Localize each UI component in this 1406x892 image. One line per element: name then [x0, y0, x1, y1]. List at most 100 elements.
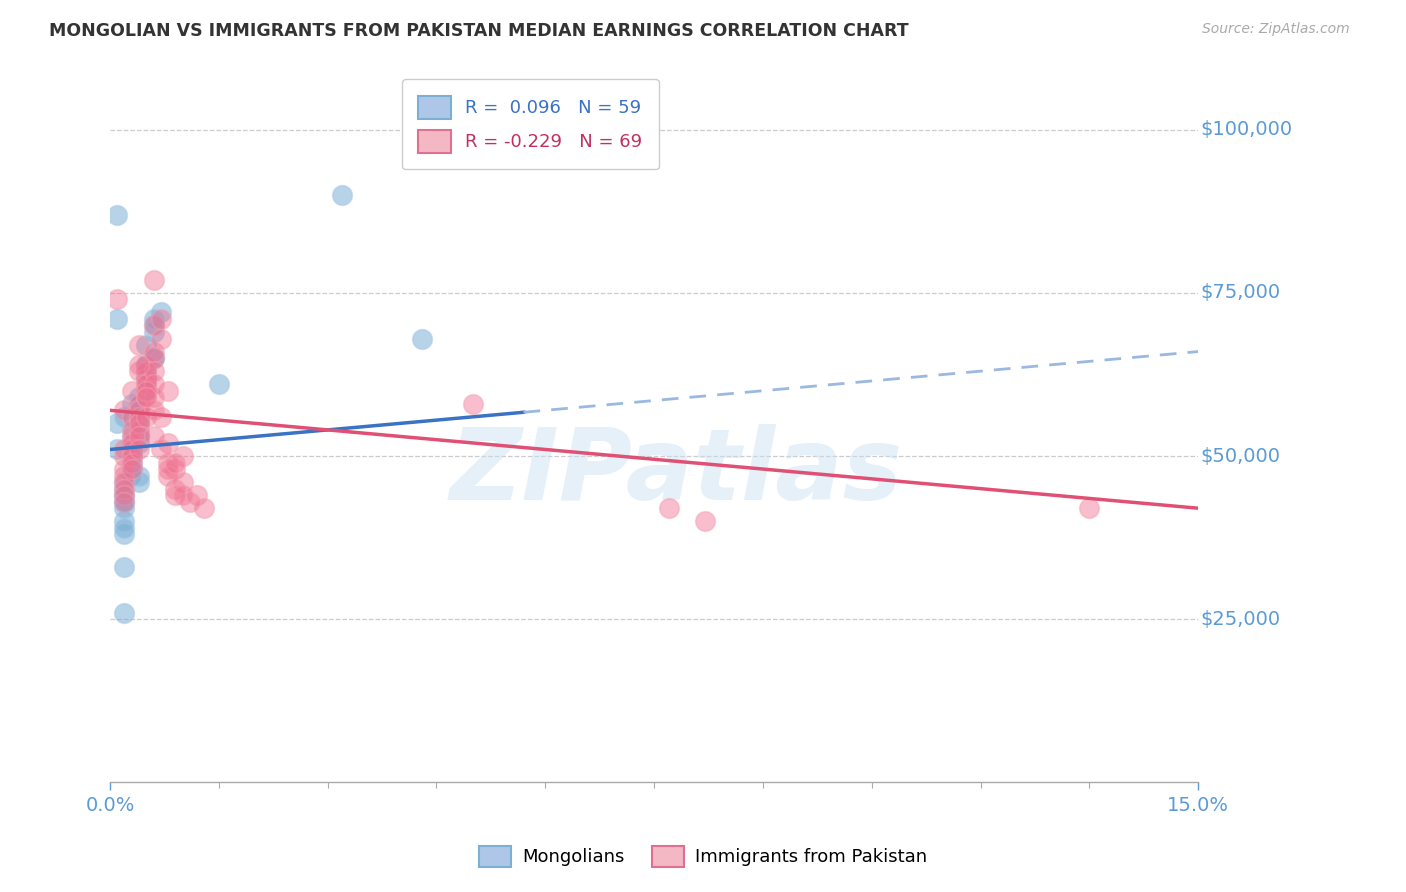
- Point: [135, 358, 157, 372]
- Point: [128, 436, 150, 450]
- Point: [121, 436, 143, 450]
- Point: [142, 364, 165, 378]
- Point: [149, 305, 172, 319]
- Text: Source: ZipAtlas.com: Source: ZipAtlas.com: [1202, 22, 1350, 37]
- Point: [142, 318, 165, 333]
- Point: [142, 403, 165, 417]
- Point: [128, 475, 150, 489]
- Point: [114, 475, 136, 489]
- Point: [121, 449, 143, 463]
- Point: [693, 514, 716, 528]
- Point: [128, 397, 150, 411]
- Point: [128, 403, 150, 417]
- Point: [128, 397, 150, 411]
- Point: [121, 409, 143, 424]
- Point: [193, 501, 215, 516]
- Point: [121, 449, 143, 463]
- Text: $25,000: $25,000: [1201, 610, 1281, 629]
- Legend: Mongolians, Immigrants from Pakistan: Mongolians, Immigrants from Pakistan: [471, 838, 935, 874]
- Point: [135, 390, 157, 404]
- Point: [165, 462, 187, 476]
- Point: [114, 606, 136, 620]
- Point: [105, 207, 128, 221]
- Point: [114, 494, 136, 508]
- Point: [114, 488, 136, 502]
- Point: [121, 436, 143, 450]
- Point: [128, 429, 150, 443]
- Point: [128, 358, 150, 372]
- Point: [114, 409, 136, 424]
- Text: $100,000: $100,000: [1201, 120, 1292, 139]
- Point: [149, 332, 172, 346]
- Point: [142, 429, 165, 443]
- Point: [114, 521, 136, 535]
- Point: [121, 409, 143, 424]
- Point: [172, 475, 194, 489]
- Point: [135, 364, 157, 378]
- Point: [121, 384, 143, 398]
- Point: [186, 488, 208, 502]
- Point: [128, 417, 150, 431]
- Point: [157, 468, 180, 483]
- Point: [142, 390, 165, 404]
- Point: [128, 390, 150, 404]
- Point: [135, 384, 157, 398]
- Point: [114, 527, 136, 541]
- Point: [172, 488, 194, 502]
- Text: ZIPatlas: ZIPatlas: [450, 424, 903, 521]
- Point: [165, 456, 187, 470]
- Point: [128, 338, 150, 352]
- Point: [114, 462, 136, 476]
- Point: [114, 403, 136, 417]
- Point: [114, 501, 136, 516]
- Point: [142, 351, 165, 365]
- Point: [121, 449, 143, 463]
- Point: [114, 468, 136, 483]
- Point: [114, 488, 136, 502]
- Point: [135, 370, 157, 384]
- Point: [135, 384, 157, 398]
- Point: [105, 293, 128, 307]
- Text: $50,000: $50,000: [1201, 447, 1281, 466]
- Point: [172, 449, 194, 463]
- Point: [1078, 501, 1101, 516]
- Point: [114, 449, 136, 463]
- Point: [330, 188, 353, 202]
- Point: [121, 456, 143, 470]
- Point: [105, 417, 128, 431]
- Point: [135, 370, 157, 384]
- Text: $75,000: $75,000: [1201, 284, 1281, 302]
- Point: [114, 494, 136, 508]
- Point: [128, 409, 150, 424]
- Point: [135, 364, 157, 378]
- Point: [128, 417, 150, 431]
- Point: [121, 442, 143, 457]
- Point: [114, 475, 136, 489]
- Legend: R =  0.096   N = 59, R = -0.229   N = 69: R = 0.096 N = 59, R = -0.229 N = 69: [402, 79, 658, 169]
- Point: [135, 358, 157, 372]
- Point: [135, 370, 157, 384]
- Point: [128, 403, 150, 417]
- Point: [114, 560, 136, 574]
- Point: [114, 514, 136, 528]
- Point: [121, 442, 143, 457]
- Point: [121, 462, 143, 476]
- Point: [121, 462, 143, 476]
- Point: [121, 468, 143, 483]
- Point: [128, 429, 150, 443]
- Point: [142, 351, 165, 365]
- Point: [114, 482, 136, 496]
- Point: [135, 377, 157, 392]
- Point: [121, 456, 143, 470]
- Point: [105, 442, 128, 457]
- Point: [105, 312, 128, 326]
- Point: [135, 409, 157, 424]
- Point: [135, 358, 157, 372]
- Point: [121, 397, 143, 411]
- Point: [157, 384, 180, 398]
- Point: [142, 325, 165, 339]
- Point: [411, 332, 433, 346]
- Point: [157, 462, 180, 476]
- Point: [461, 397, 484, 411]
- Point: [128, 442, 150, 457]
